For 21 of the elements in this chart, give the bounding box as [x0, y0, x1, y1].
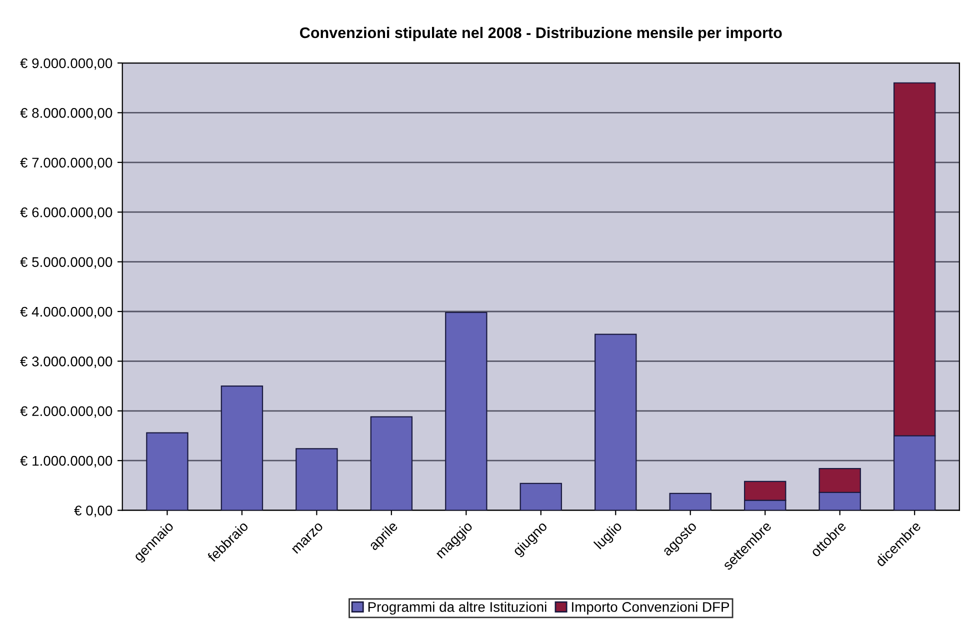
y-tick-label: € 6.000.000,00 [20, 207, 112, 219]
bar [669, 492, 712, 510]
bar [370, 416, 413, 510]
y-tick-label: € 3.000.000,00 [20, 356, 112, 368]
y-tick-label: € 5.000.000,00 [20, 257, 112, 269]
bar [296, 448, 338, 510]
bar [594, 334, 637, 510]
y-tick-label: € 9.000.000,00 [20, 58, 112, 70]
y-tick-label: € 4.000.000,00 [20, 306, 112, 318]
bar [146, 432, 188, 510]
y-tick-label: € 8.000.000,00 [20, 108, 112, 120]
y-tick-label: € 1.000.000,00 [20, 456, 112, 468]
legend-label: Importo Convenzioni DFP [572, 602, 730, 615]
y-tick-label: € 2.000.000,00 [20, 406, 112, 418]
bar [520, 482, 562, 510]
legend-label: Programmi da altre Istituzioni [368, 602, 546, 615]
bar [220, 385, 264, 510]
chart-title: Convenzioni stipulate nel 2008 - Distribuzione mensile per importo [300, 26, 782, 42]
bar [445, 312, 488, 510]
y-tick-label: € 0,00 [74, 506, 112, 518]
y-tick-label: € 7.000.000,00 [20, 158, 112, 170]
